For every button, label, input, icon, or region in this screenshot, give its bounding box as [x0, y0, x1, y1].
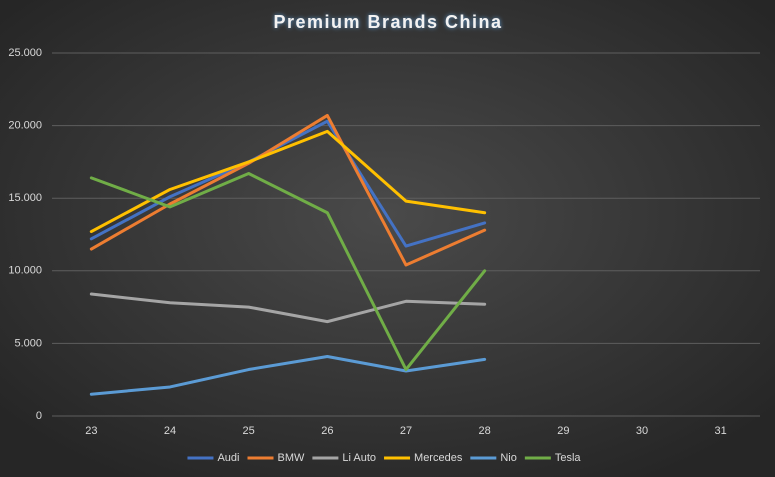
- x-tick-label: 28: [479, 425, 491, 437]
- x-tick-label: 23: [85, 425, 97, 437]
- series-line: [89, 354, 487, 396]
- y-tick-label: 15.000: [8, 192, 42, 204]
- chart-title: Premium Brands China: [273, 12, 502, 32]
- legend-label: Tesla: [555, 452, 582, 464]
- y-tick-label: 10.000: [8, 265, 42, 277]
- series-line: [89, 113, 487, 267]
- x-tick-label: 24: [164, 425, 176, 437]
- x-tick-label: 30: [636, 425, 648, 437]
- x-tick-label: 25: [243, 425, 255, 437]
- y-tick-label: 25.000: [8, 47, 42, 59]
- x-tick-label: 26: [321, 425, 333, 437]
- series-line: [89, 292, 487, 324]
- series-line: [89, 119, 487, 248]
- legend-label: Nio: [500, 452, 517, 464]
- y-tick-label: 5.000: [14, 337, 42, 349]
- legend-label: BMW: [278, 452, 306, 464]
- x-tick-label: 31: [715, 425, 727, 437]
- x-tick-label: 27: [400, 425, 412, 437]
- y-tick-label: 0: [36, 410, 42, 422]
- y-tick-label: 20.000: [8, 120, 42, 132]
- series-line: [89, 172, 487, 372]
- legend-label: Li Auto: [342, 452, 376, 464]
- legend-label: Audi: [217, 452, 239, 464]
- series-line: [89, 129, 487, 234]
- x-tick-label: 29: [557, 425, 569, 437]
- legend-label: Mercedes: [414, 452, 463, 464]
